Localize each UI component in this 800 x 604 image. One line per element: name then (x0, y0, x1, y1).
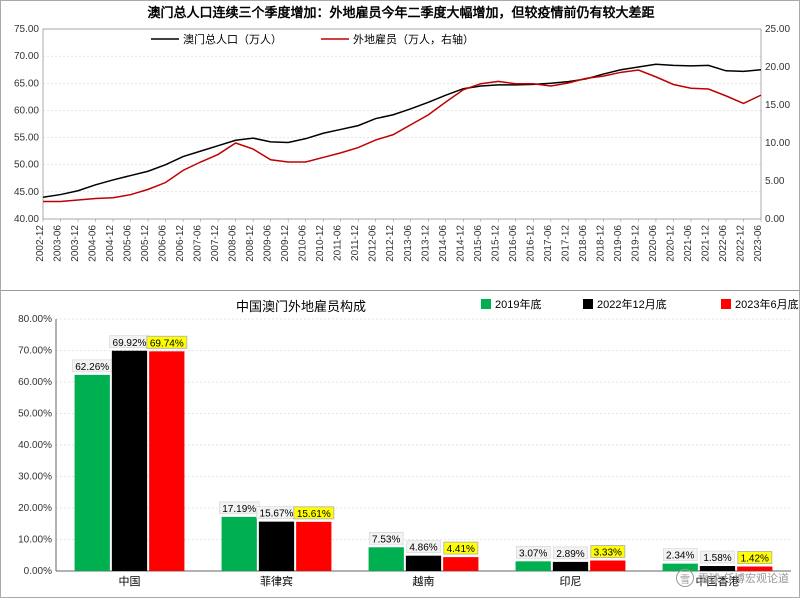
container: 40.00 45.00 50.00 55.00 60.00 65.00 70.00 75.00… (0, 0, 800, 598)
watermark-text: 雪球 任博宏观论道 (698, 570, 789, 586)
svg-text:15.67%: 15.67% (260, 509, 294, 520)
xueqiu-icon: 雪 (676, 569, 694, 587)
svg-text:2019年底: 2019年底 (495, 297, 541, 311)
svg-text:15.61%: 15.61% (297, 509, 331, 520)
svg-text:2011-12: 2011-12 (350, 225, 361, 261)
svg-text:2005-06: 2005-06 (123, 225, 134, 262)
svg-text:50.00%: 50.00% (18, 409, 52, 420)
svg-text:越南: 越南 (413, 574, 435, 588)
svg-text:17.19%: 17.19% (222, 504, 256, 515)
svg-text:2008-12: 2008-12 (245, 225, 256, 262)
svg-text:2009-12: 2009-12 (280, 225, 291, 262)
svg-text:2005-12: 2005-12 (140, 225, 151, 262)
svg-text:45.00: 45.00 (14, 187, 39, 198)
svg-text:2006-06: 2006-06 (158, 225, 169, 262)
svg-text:2022-12: 2022-12 (735, 225, 746, 262)
svg-text:69.92%: 69.92% (113, 338, 147, 349)
svg-text:1.58%: 1.58% (703, 553, 731, 564)
svg-text:60.00%: 60.00% (18, 377, 52, 388)
svg-text:2019-12: 2019-12 (630, 225, 641, 262)
svg-text:2004-12: 2004-12 (105, 225, 116, 262)
svg-text:2023年6月底: 2023年6月底 (735, 297, 799, 311)
svg-text:外地雇员（万人，右轴）: 外地雇员（万人，右轴） (353, 32, 474, 46)
svg-text:40.00: 40.00 (14, 214, 39, 225)
svg-text:澳门总人口连续三个季度增加：外地雇员今年二季度大幅增加，但较: 澳门总人口连续三个季度增加：外地雇员今年二季度大幅增加，但较疫情前仍有较大差距 (147, 5, 654, 20)
svg-text:2015-12: 2015-12 (490, 225, 501, 262)
svg-text:2008-06: 2008-06 (228, 225, 239, 262)
svg-text:20.00: 20.00 (765, 62, 790, 73)
svg-text:澳门总人口（万人）: 澳门总人口（万人） (183, 32, 282, 46)
svg-text:中国澳门外地雇员构成: 中国澳门外地雇员构成 (236, 299, 366, 314)
svg-text:2020-06: 2020-06 (648, 225, 659, 262)
svg-text:2012-12: 2012-12 (385, 225, 396, 262)
svg-text:中国: 中国 (119, 575, 141, 588)
svg-text:2002-12: 2002-12 (35, 225, 46, 262)
svg-text:2022-06: 2022-06 (718, 225, 729, 262)
watermark: 雪 雪球 任博宏观论道 (676, 569, 789, 587)
svg-text:2016-12: 2016-12 (525, 225, 536, 262)
svg-text:2007-06: 2007-06 (193, 225, 204, 262)
bottom-bar-chart: 0.00% 10.00% 20.00% 30.00% 40.00% 50.00% 60.00… (1, 291, 800, 599)
svg-text:62.26%: 62.26% (75, 362, 109, 373)
svg-text:2004-06: 2004-06 (88, 225, 99, 262)
svg-text:0.00: 0.00 (765, 214, 785, 225)
svg-text:55.00: 55.00 (14, 133, 39, 144)
svg-text:2020-12: 2020-12 (665, 225, 676, 262)
svg-text:2011-06: 2011-06 (333, 225, 344, 261)
svg-text:2013-06: 2013-06 (403, 225, 414, 262)
svg-text:25.00: 25.00 (765, 24, 790, 35)
svg-text:2019-06: 2019-06 (613, 225, 624, 262)
svg-text:3.07%: 3.07% (519, 548, 547, 559)
svg-text:2023-06: 2023-06 (753, 225, 764, 262)
svg-text:2.89%: 2.89% (556, 549, 584, 560)
svg-text:1.42%: 1.42% (741, 554, 769, 565)
svg-text:2006-12: 2006-12 (175, 225, 186, 262)
svg-text:2015-06: 2015-06 (473, 225, 484, 262)
svg-text:65.00: 65.00 (14, 78, 39, 89)
svg-text:7.53%: 7.53% (372, 534, 400, 545)
svg-text:2021-12: 2021-12 (700, 225, 711, 262)
svg-text:60.00: 60.00 (14, 105, 39, 116)
svg-text:2014-12: 2014-12 (455, 225, 466, 262)
svg-text:2017-12: 2017-12 (560, 225, 571, 262)
svg-text:2017-06: 2017-06 (543, 225, 554, 262)
svg-text:4.86%: 4.86% (409, 543, 437, 554)
svg-text:2016-06: 2016-06 (508, 225, 519, 262)
svg-text:2010-06: 2010-06 (298, 225, 309, 262)
svg-text:75.00: 75.00 (14, 24, 39, 35)
svg-text:2003-06: 2003-06 (53, 225, 64, 262)
svg-text:菲律宾: 菲律宾 (260, 574, 293, 588)
svg-text:2013-12: 2013-12 (420, 225, 431, 262)
svg-text:40.00%: 40.00% (18, 440, 52, 451)
svg-text:印尼: 印尼 (560, 575, 582, 588)
svg-text:80.00%: 80.00% (18, 314, 52, 325)
svg-text:50.00: 50.00 (14, 160, 39, 171)
svg-text:20.00%: 20.00% (18, 503, 52, 514)
svg-text:2.34%: 2.34% (666, 551, 694, 562)
svg-text:2009-06: 2009-06 (263, 225, 274, 262)
svg-text:2018-12: 2018-12 (595, 225, 606, 262)
svg-text:0.00%: 0.00% (24, 566, 52, 577)
svg-text:5.00: 5.00 (765, 176, 785, 187)
svg-text:4.41%: 4.41% (447, 544, 475, 555)
svg-text:3.33%: 3.33% (594, 548, 622, 559)
svg-text:2014-06: 2014-06 (438, 225, 449, 262)
svg-text:2010-12: 2010-12 (315, 225, 326, 262)
svg-text:70.00: 70.00 (14, 51, 39, 62)
svg-text:2018-06: 2018-06 (578, 225, 589, 262)
svg-text:10.00%: 10.00% (18, 535, 52, 546)
svg-text:2022年12月底: 2022年12月底 (597, 297, 667, 311)
svg-text:2007-12: 2007-12 (210, 225, 221, 262)
svg-text:70.00%: 70.00% (18, 346, 52, 357)
top-line-chart: 40.00 45.00 50.00 55.00 60.00 65.00 70.00 75.00… (1, 1, 800, 291)
svg-text:10.00: 10.00 (765, 138, 790, 149)
svg-text:2003-12: 2003-12 (70, 225, 81, 262)
svg-text:69.74%: 69.74% (150, 338, 184, 349)
svg-text:15.00: 15.00 (765, 100, 790, 111)
svg-text:30.00%: 30.00% (18, 472, 52, 483)
svg-text:2012-06: 2012-06 (368, 225, 379, 262)
svg-text:2021-06: 2021-06 (683, 225, 694, 262)
